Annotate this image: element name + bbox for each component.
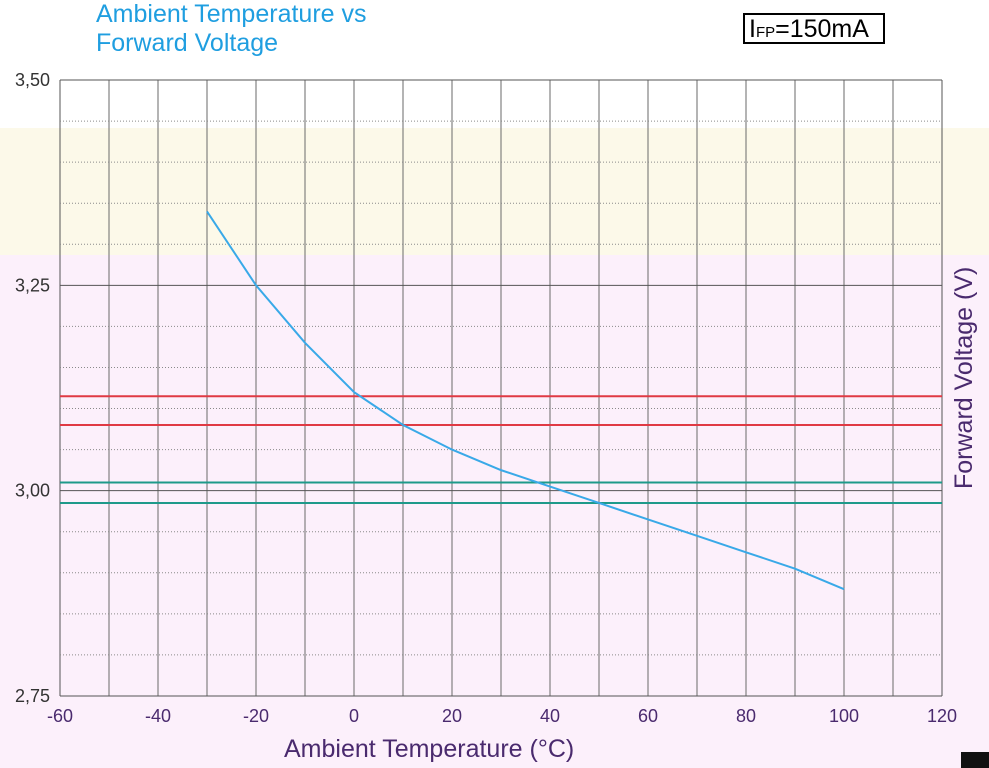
condition-symbol: I xyxy=(749,15,756,43)
y-axis-label: Forward Voltage (V) xyxy=(950,266,978,489)
chart-title: Ambient Temperature vs Forward Voltage xyxy=(96,0,367,58)
x-tick-label: 100 xyxy=(829,706,859,726)
x-tick-label: 0 xyxy=(349,706,359,726)
x-axis-label: Ambient Temperature (°C) xyxy=(284,735,575,763)
background-band-top xyxy=(0,0,989,128)
y-tick-label: 2,75 xyxy=(15,686,50,706)
x-tick-label: 60 xyxy=(638,706,658,726)
chart-title-line1: Ambient Temperature vs xyxy=(96,0,367,28)
y-tick-label: 3,00 xyxy=(15,481,50,501)
condition-value: =150mA xyxy=(775,15,869,43)
background-band-yellow xyxy=(0,128,989,255)
x-tick-label: 40 xyxy=(540,706,560,726)
x-tick-label: -20 xyxy=(243,706,269,726)
y-tick-label: 3,50 xyxy=(15,70,50,90)
series-line xyxy=(206,210,845,591)
x-tick-label: 20 xyxy=(442,706,462,726)
background-band-pink xyxy=(0,255,989,768)
x-tick-label: 120 xyxy=(927,706,957,726)
x-tick-label: -40 xyxy=(145,706,171,726)
y-tick-label: 3,25 xyxy=(15,275,50,295)
condition-label: IFP=150mA xyxy=(743,13,885,44)
corner-block xyxy=(961,752,989,768)
chart-title-line2: Forward Voltage xyxy=(96,29,279,57)
x-tick-label: 80 xyxy=(736,706,756,726)
x-tick-label: -60 xyxy=(47,706,73,726)
condition-subscript: FP xyxy=(755,24,776,41)
